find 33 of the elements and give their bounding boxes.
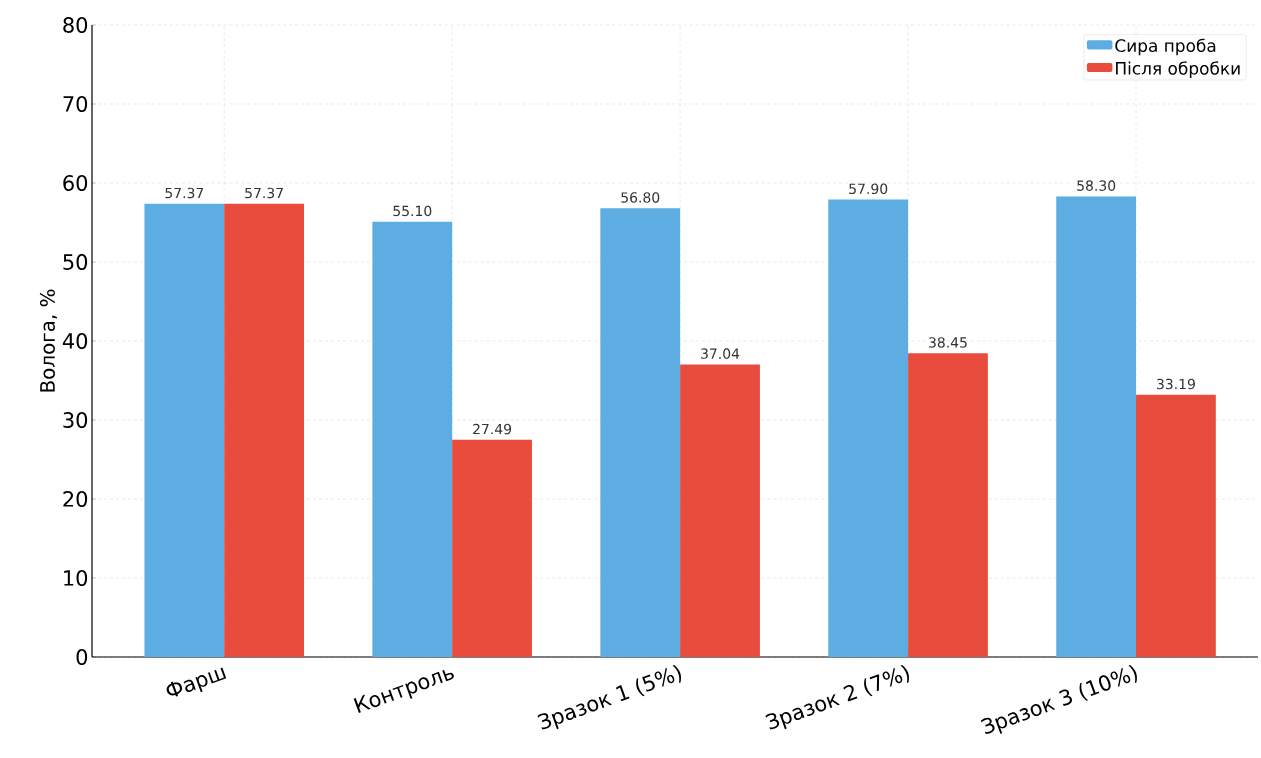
data-label: 57.37	[165, 187, 204, 199]
y-tick-label: 0	[76, 649, 88, 665]
data-label: 38.45	[929, 337, 967, 348]
y-tick-label: 40	[62, 333, 88, 349]
data-label: 27.49	[473, 423, 512, 435]
bar	[680, 364, 760, 657]
y-tick-label: 80	[63, 17, 88, 33]
data-label: 56.80	[621, 192, 660, 203]
bar	[1136, 394, 1216, 657]
y-tick-label: 20	[63, 491, 88, 507]
y-tick-label: 10	[64, 570, 88, 586]
data-label: 37.04	[701, 348, 740, 359]
bar	[372, 221, 453, 657]
data-label: 33.19	[1157, 378, 1195, 390]
bar	[452, 439, 532, 657]
legend-label: Сира проба	[1115, 38, 1216, 56]
x-tick-label: Фарш	[166, 667, 227, 697]
bar	[908, 353, 988, 657]
y-tick-label: 50	[63, 254, 88, 270]
y-tick-label: 30	[63, 412, 88, 428]
y-tick-label: 70	[63, 96, 88, 112]
data-label: 57.37	[245, 187, 283, 199]
legend-label: Після обробки	[1116, 61, 1240, 78]
y-axis-title: Вологa, %	[39, 289, 58, 392]
data-label: 58.30	[1077, 180, 1116, 191]
y-tick-label: 60	[63, 175, 88, 191]
data-label: 57.90	[849, 183, 888, 195]
bar	[1056, 196, 1137, 657]
bar	[828, 199, 909, 657]
bar	[144, 203, 225, 657]
bar	[600, 208, 681, 657]
bar	[224, 203, 304, 657]
data-label: 55.10	[393, 205, 432, 217]
